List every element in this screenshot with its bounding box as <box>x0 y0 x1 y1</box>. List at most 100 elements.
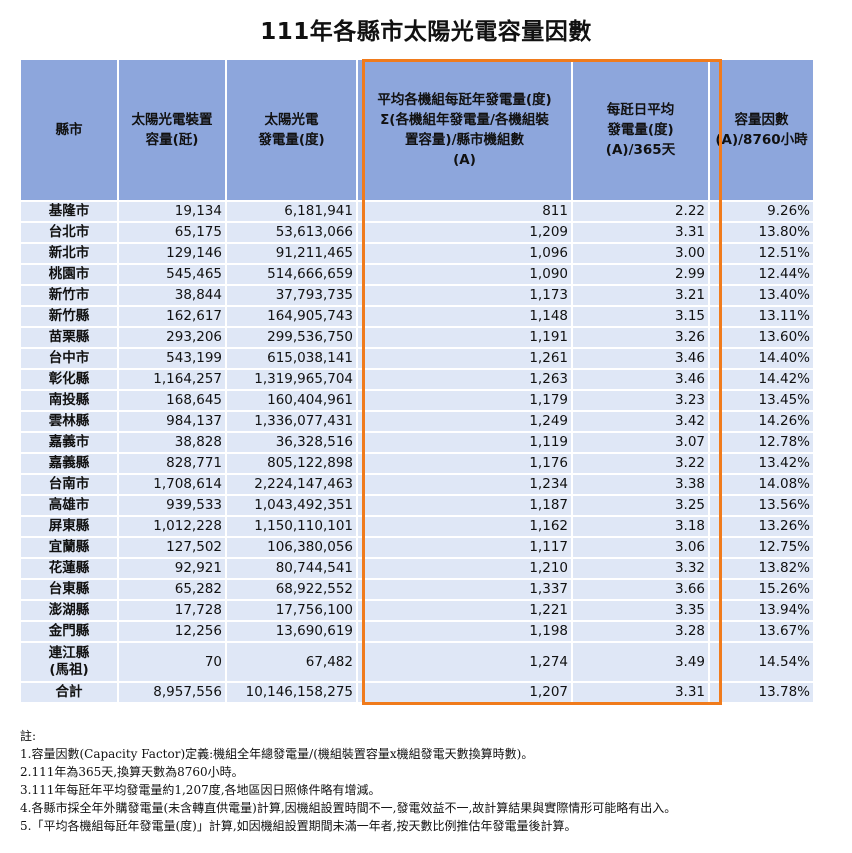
cell-cf: 13.40% <box>710 286 813 305</box>
cell-annual: 1,198 <box>358 622 571 641</box>
cell-capacity: 293,206 <box>119 328 225 347</box>
cell-county: 宜蘭縣 <box>21 538 117 557</box>
cell-cf: 14.08% <box>710 475 813 494</box>
cell-cf: 14.42% <box>710 370 813 389</box>
cell-capacity: 1,012,228 <box>119 517 225 536</box>
cell-county: 台南市 <box>21 475 117 494</box>
cell-daily: 3.00 <box>573 244 708 263</box>
cell-county: 雲林縣 <box>21 412 117 431</box>
cell-capacity: 8,957,556 <box>119 683 225 702</box>
cell-annual: 1,263 <box>358 370 571 389</box>
cell-cf: 13.82% <box>710 559 813 578</box>
cell-capacity: 939,533 <box>119 496 225 515</box>
cell-generation: 37,793,735 <box>227 286 356 305</box>
cell-daily: 3.46 <box>573 349 708 368</box>
cell-cf: 14.54% <box>710 643 813 681</box>
cell-cf: 13.60% <box>710 328 813 347</box>
cell-cf: 13.26% <box>710 517 813 536</box>
table-row: 澎湖縣 17,728 17,756,100 1,221 3.35 13.94% <box>21 601 813 620</box>
cell-county: 苗栗縣 <box>21 328 117 347</box>
cell-capacity: 70 <box>119 643 225 681</box>
cell-annual: 1,187 <box>358 496 571 515</box>
cell-annual: 1,337 <box>358 580 571 599</box>
cell-daily: 3.18 <box>573 517 708 536</box>
cell-generation: 299,536,750 <box>227 328 356 347</box>
cell-cf: 13.78% <box>710 683 813 702</box>
cell-daily: 3.25 <box>573 496 708 515</box>
cell-county: 台東縣 <box>21 580 117 599</box>
cell-cf: 13.67% <box>710 622 813 641</box>
footnote-line: 5.「平均各機組每瓩年發電量(度)」計算,如因機組設置期間未滿一年者,按天數比例… <box>20 819 577 833</box>
cell-cf: 12.78% <box>710 433 813 452</box>
table-row: 台東縣 65,282 68,922,552 1,337 3.66 15.26% <box>21 580 813 599</box>
cell-generation: 106,380,056 <box>227 538 356 557</box>
footnote-line: 2.111年為365天,換算天數為8760小時。 <box>20 765 244 779</box>
cell-capacity: 19,134 <box>119 202 225 221</box>
cell-county: 澎湖縣 <box>21 601 117 620</box>
cell-capacity: 828,771 <box>119 454 225 473</box>
table-row: 苗栗縣 293,206 299,536,750 1,191 3.26 13.60% <box>21 328 813 347</box>
cell-annual: 1,173 <box>358 286 571 305</box>
table-row: 嘉義縣 828,771 805,122,898 1,176 3.22 13.42% <box>21 454 813 473</box>
cell-capacity: 65,175 <box>119 223 225 242</box>
cell-daily: 3.28 <box>573 622 708 641</box>
header-capacity-factor: 容量因數 (A)/8760小時 <box>710 60 813 200</box>
cell-generation: 615,038,141 <box>227 349 356 368</box>
table-row: 嘉義市 38,828 36,328,516 1,119 3.07 12.78% <box>21 433 813 452</box>
cell-daily: 3.26 <box>573 328 708 347</box>
cell-capacity: 38,828 <box>119 433 225 452</box>
cell-daily: 3.31 <box>573 683 708 702</box>
cell-generation: 53,613,066 <box>227 223 356 242</box>
cell-generation: 160,404,961 <box>227 391 356 410</box>
cell-capacity: 127,502 <box>119 538 225 557</box>
cell-capacity: 984,137 <box>119 412 225 431</box>
cell-annual: 1,221 <box>358 601 571 620</box>
table-row: 新竹市 38,844 37,793,735 1,173 3.21 13.40% <box>21 286 813 305</box>
cell-capacity: 168,645 <box>119 391 225 410</box>
cell-daily: 3.32 <box>573 559 708 578</box>
cell-cf: 9.26% <box>710 202 813 221</box>
cell-annual: 1,119 <box>358 433 571 452</box>
cell-daily: 3.46 <box>573 370 708 389</box>
cell-annual: 1,249 <box>358 412 571 431</box>
cell-capacity: 92,921 <box>119 559 225 578</box>
header-generation: 太陽光電 發電量(度) <box>227 60 356 200</box>
cell-generation: 68,922,552 <box>227 580 356 599</box>
cell-annual: 1,234 <box>358 475 571 494</box>
cell-cf: 13.94% <box>710 601 813 620</box>
cell-county: 彰化縣 <box>21 370 117 389</box>
cell-annual: 1,162 <box>358 517 571 536</box>
cell-cf: 12.51% <box>710 244 813 263</box>
footnote-line: 註: <box>20 729 37 743</box>
table-body: 基隆市 19,134 6,181,941 811 2.22 9.26% 台北市 65,175 5… <box>21 202 813 702</box>
cell-cf: 13.56% <box>710 496 813 515</box>
footnotes: 註: 1.容量因數(Capacity Factor)定義:機組全年總發電量/(機組… <box>20 727 676 835</box>
footnote-line: 3.111年每瓩年平均發電量約1,207度,各地區因日照條件略有增減。 <box>20 783 381 797</box>
cell-county: 新竹市 <box>21 286 117 305</box>
cell-daily: 3.21 <box>573 286 708 305</box>
table-row: 金門縣 12,256 13,690,619 1,198 3.28 13.67% <box>21 622 813 641</box>
cell-generation: 514,666,659 <box>227 265 356 284</box>
cell-daily: 2.22 <box>573 202 708 221</box>
table-row: 合計 8,957,556 10,146,158,275 1,207 3.31 13.78% <box>21 683 813 702</box>
footnote-line: 1.容量因數(Capacity Factor)定義:機組全年總發電量/(機組裝置… <box>20 747 534 761</box>
cell-cf: 12.44% <box>710 265 813 284</box>
footnote-line: 4.各縣市採全年外購發電量(未含轉直供電量)計算,因機組設置時間不一,發電效益不… <box>20 801 677 815</box>
cell-generation: 13,690,619 <box>227 622 356 641</box>
cell-generation: 2,224,147,463 <box>227 475 356 494</box>
table-row: 屏東縣 1,012,228 1,150,110,101 1,162 3.18 13.26% <box>21 517 813 536</box>
cell-cf: 13.80% <box>710 223 813 242</box>
cell-annual: 1,207 <box>358 683 571 702</box>
cell-county: 嘉義縣 <box>21 454 117 473</box>
cell-generation: 6,181,941 <box>227 202 356 221</box>
capacity-factor-table: 縣市 太陽光電裝置 容量(瓩) 太陽光電 發電量(度) 平均各機組每瓩年發電量(度)… <box>19 58 815 704</box>
cell-cf: 14.40% <box>710 349 813 368</box>
cell-annual: 1,274 <box>358 643 571 681</box>
table-row: 基隆市 19,134 6,181,941 811 2.22 9.26% <box>21 202 813 221</box>
cell-generation: 1,336,077,431 <box>227 412 356 431</box>
page-title: 111年各縣市太陽光電容量因數 <box>260 19 592 45</box>
cell-capacity: 545,465 <box>119 265 225 284</box>
cell-cf: 13.42% <box>710 454 813 473</box>
cell-generation: 164,905,743 <box>227 307 356 326</box>
cell-capacity: 162,617 <box>119 307 225 326</box>
